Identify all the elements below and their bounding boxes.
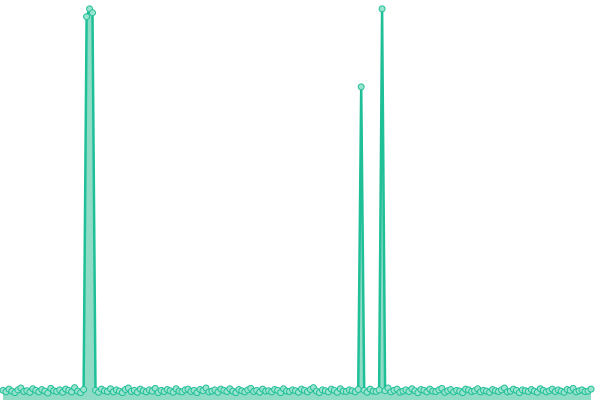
- data-point: [354, 386, 362, 394]
- data-point: [80, 386, 88, 394]
- marker-layer: [0, 5, 595, 397]
- data-point: [89, 9, 97, 17]
- data-point: [587, 385, 595, 393]
- area-layer: [3, 8, 592, 400]
- data-point: [378, 5, 386, 13]
- data-point: [83, 13, 91, 21]
- area-fill: [3, 8, 592, 400]
- data-point: [357, 83, 365, 91]
- data-point: [375, 386, 383, 394]
